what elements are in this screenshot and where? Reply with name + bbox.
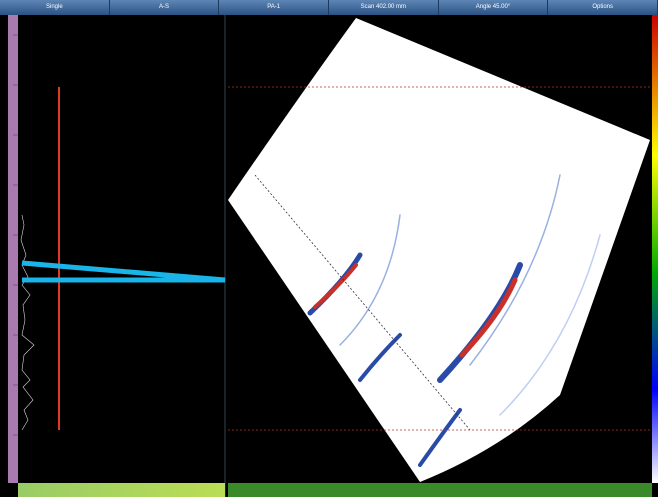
- toolbar-item[interactable]: Single: [0, 0, 110, 15]
- toolbar-item[interactable]: A-S: [110, 0, 220, 15]
- a-scan-waveform: [21, 215, 34, 430]
- color-bar: [652, 15, 658, 483]
- toolbar-item[interactable]: Options: [548, 0, 658, 15]
- scan-views: [0, 15, 658, 497]
- cursor-line: [22, 263, 225, 280]
- scan-ruler: [18, 483, 225, 497]
- toolbar-item[interactable]: Scan 402.00 mm: [329, 0, 439, 15]
- app: SingleA-SPA-1Scan 402.00 mmAngle 45.00°O…: [0, 0, 658, 497]
- index-ruler: [228, 483, 652, 497]
- sector-scan: [228, 18, 650, 482]
- toolbar-item[interactable]: Angle 45.00°: [439, 0, 549, 15]
- toolbar-item[interactable]: PA-1: [219, 0, 329, 15]
